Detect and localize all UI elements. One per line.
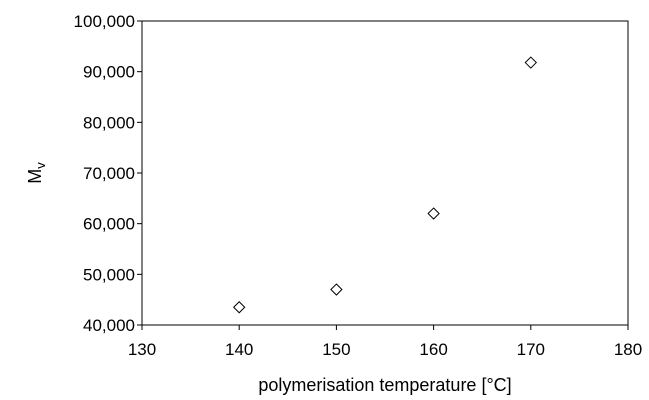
x-tick-label: 130 <box>128 340 156 359</box>
x-axis-title: polymerisation temperature [°C] <box>258 375 511 395</box>
y-axis-title: Mv <box>25 162 48 184</box>
data-point <box>524 56 538 69</box>
x-tick-label: 170 <box>517 340 545 359</box>
data-point <box>232 301 246 314</box>
y-tick-label: 60,000 <box>83 215 135 234</box>
plot-frame <box>141 20 629 326</box>
y-tick-label: 70,000 <box>83 164 135 183</box>
x-axis-ticks: 130 140 150 160 170 180 <box>128 325 642 359</box>
plot-area <box>141 20 629 326</box>
x-tick-label: 180 <box>614 340 642 359</box>
y-axis-title-main: M <box>25 169 45 184</box>
y-tick-label: 100,000 <box>74 12 135 31</box>
y-tick-label: 90,000 <box>83 63 135 82</box>
x-tick-label: 160 <box>419 340 447 359</box>
x-tick-label: 140 <box>225 340 253 359</box>
x-tick-label: 150 <box>322 340 350 359</box>
data-point <box>427 207 440 220</box>
y-tick-label: 40,000 <box>83 316 135 335</box>
y-tick-label: 50,000 <box>83 265 135 284</box>
data-point <box>330 283 343 296</box>
y-tick-label: 80,000 <box>83 113 135 132</box>
y-axis-title-subscript: v <box>33 162 48 169</box>
data-points <box>232 56 538 314</box>
y-axis-ticks: 40,000 50,000 60,000 70,000 80,000 90,000 100,… <box>74 12 142 335</box>
